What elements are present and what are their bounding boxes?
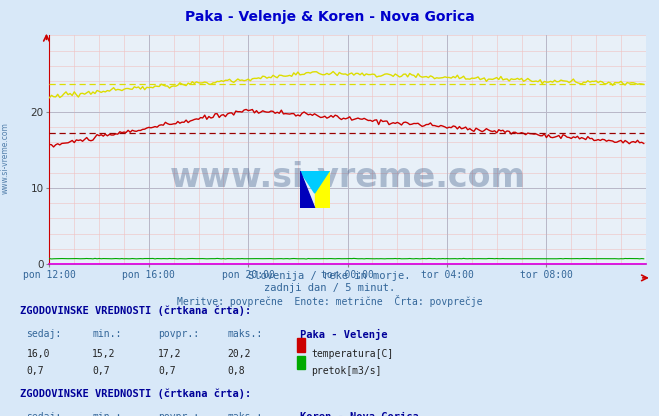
Text: Koren - Nova Gorica: Koren - Nova Gorica	[300, 412, 418, 416]
Text: 15,2: 15,2	[92, 349, 116, 359]
Text: povpr.:: povpr.:	[158, 412, 199, 416]
Text: zadnji dan / 5 minut.: zadnji dan / 5 minut.	[264, 283, 395, 293]
Text: min.:: min.:	[92, 412, 122, 416]
Text: www.si-vreme.com: www.si-vreme.com	[1, 122, 10, 194]
Text: 20,2: 20,2	[227, 349, 251, 359]
Polygon shape	[300, 171, 315, 208]
Text: Meritve: povprečne  Enote: metrične  Črta: povprečje: Meritve: povprečne Enote: metrične Črta:…	[177, 295, 482, 307]
Text: Paka - Velenje & Koren - Nova Gorica: Paka - Velenje & Koren - Nova Gorica	[185, 10, 474, 25]
Text: ZGODOVINSKE VREDNOSTI (črtkana črta):: ZGODOVINSKE VREDNOSTI (črtkana črta):	[20, 389, 251, 399]
Text: maks.:: maks.:	[227, 412, 262, 416]
Text: 0,8: 0,8	[227, 366, 245, 376]
Text: pretok[m3/s]: pretok[m3/s]	[311, 366, 382, 376]
Polygon shape	[315, 171, 330, 208]
Text: sedaj:: sedaj:	[26, 412, 61, 416]
Polygon shape	[300, 171, 330, 193]
Text: sedaj:: sedaj:	[26, 329, 61, 339]
Text: min.:: min.:	[92, 329, 122, 339]
Text: 0,7: 0,7	[92, 366, 110, 376]
Text: povpr.:: povpr.:	[158, 329, 199, 339]
Text: 17,2: 17,2	[158, 349, 182, 359]
Text: temperatura[C]: temperatura[C]	[311, 349, 393, 359]
Text: Slovenija / reke in morje.: Slovenija / reke in morje.	[248, 271, 411, 281]
Text: maks.:: maks.:	[227, 329, 262, 339]
Text: 0,7: 0,7	[158, 366, 176, 376]
Text: www.si-vreme.com: www.si-vreme.com	[169, 161, 526, 194]
Text: Paka - Velenje: Paka - Velenje	[300, 329, 387, 340]
Text: ZGODOVINSKE VREDNOSTI (črtkana črta):: ZGODOVINSKE VREDNOSTI (črtkana črta):	[20, 306, 251, 316]
Text: 0,7: 0,7	[26, 366, 44, 376]
Text: 16,0: 16,0	[26, 349, 50, 359]
